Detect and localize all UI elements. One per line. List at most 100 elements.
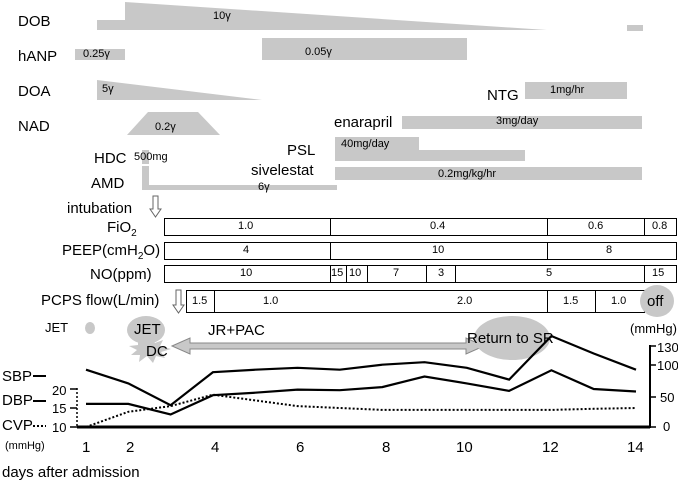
fio2-value: 0.6 — [588, 220, 604, 232]
jr-pac-arrow — [170, 337, 486, 355]
jet-event-bubble — [127, 316, 165, 344]
no-value: 7 — [393, 267, 400, 279]
enalapril-label: enarapril — [334, 114, 393, 131]
nad-label: NAD — [18, 118, 50, 135]
hanp-dose-2: 0.05γ — [305, 46, 332, 58]
doa-dose: 5γ — [102, 83, 114, 95]
no-row — [164, 265, 677, 283]
sbp-label: SBP — [2, 368, 33, 385]
dob-bar-end — [627, 25, 643, 31]
x-tick: 2 — [126, 439, 135, 456]
pcps-value: 1.0 — [611, 295, 627, 307]
right-axis-tick: 0 — [663, 419, 671, 434]
amd-bar — [142, 185, 337, 190]
no-value: 10 — [240, 267, 253, 279]
dob-dose: 10γ — [213, 10, 231, 22]
jr-pac-label: JR+PAC — [208, 322, 265, 339]
fio2-row — [164, 218, 677, 236]
ntg-dose: 1mg/hr — [550, 84, 585, 96]
jet-label-2: JET — [134, 321, 161, 338]
hdc-label: HDC — [94, 150, 127, 167]
x-tick: 12 — [542, 439, 559, 456]
return-sr-bubble — [474, 316, 550, 360]
return-sr-label: Return to SR — [467, 330, 554, 347]
pcps-value: 1.5 — [192, 295, 208, 307]
sbp-line — [85, 334, 637, 407]
amd-label: AMD — [91, 175, 125, 192]
vitals-axes — [33, 345, 656, 429]
peep-label: PEEP(cmH2O) — [62, 242, 161, 262]
peep-row — [164, 242, 677, 260]
dob-bar — [97, 2, 547, 30]
intubation-arrow — [149, 195, 162, 218]
hanp-dose-1: 0.25γ — [83, 48, 110, 60]
ntg-label: NTG — [487, 87, 519, 104]
hanp-bar-2 — [262, 38, 467, 60]
left-axis-tick: 15 — [52, 401, 67, 416]
nad-dose: 0.2γ — [155, 121, 176, 133]
dob-label: DOB — [18, 13, 51, 30]
enalapril-bar — [402, 116, 642, 129]
psl-dose: 40mg/day — [341, 138, 390, 150]
peep-value: 10 — [432, 244, 445, 256]
peep-value: 4 — [243, 244, 250, 256]
enalapril-dose: 3mg/day — [496, 115, 539, 127]
peep-value: 8 — [606, 244, 613, 256]
jet-label-1: JET — [45, 320, 69, 335]
vitals-series — [85, 334, 637, 428]
fio2-label: FiO2 — [107, 219, 137, 239]
dc-label: DC — [146, 343, 168, 360]
x-tick: 8 — [382, 439, 391, 456]
hanp-bar-1 — [75, 49, 125, 60]
cvp-label: CVP — [2, 417, 33, 434]
no-label: NO(ppm) — [90, 266, 152, 283]
psl-bar-tail — [335, 150, 525, 161]
pcps-value: 1.0 — [263, 295, 279, 307]
x-tick: 14 — [627, 439, 644, 456]
right-axis-tick: 100 — [657, 358, 678, 373]
x-tick: 10 — [456, 439, 473, 456]
right-axis-tick: 130 — [657, 340, 678, 355]
no-value: 15 — [652, 267, 665, 279]
right-axis-tick: 50 — [660, 390, 675, 405]
hdc-dose: 500mg — [134, 151, 168, 163]
psl-bar — [335, 137, 419, 153]
no-value: 3 — [438, 267, 445, 279]
sivelestat-label: sivelestat — [251, 162, 314, 179]
dc-starburst — [129, 336, 171, 363]
hanp-label: hANP — [18, 48, 58, 65]
left-axis-tick: 10 — [52, 420, 67, 435]
amd-bar-vertical — [142, 166, 149, 190]
fio2-value: 0.4 — [430, 220, 446, 232]
pcps-value: 1.5 — [563, 295, 579, 307]
x-tick: 1 — [82, 439, 91, 456]
pcps-off-bubble — [640, 285, 674, 317]
left-axis-tick: 20 — [52, 383, 67, 398]
cvp-line — [85, 393, 637, 428]
x-tick: 4 — [211, 439, 220, 456]
no-value: 10 — [349, 267, 362, 279]
x-axis-label: days after admission — [2, 464, 140, 481]
amd-dose: 6γ — [258, 181, 270, 193]
pcps-label: PCPS flow(L/min) — [41, 292, 160, 309]
hdc-bar — [142, 150, 149, 164]
right-axis-unit: (mmHg) — [630, 321, 677, 336]
dbp-line — [86, 369, 637, 416]
left-axis-unit: (mmHg) — [5, 440, 45, 452]
doa-bar — [97, 80, 262, 100]
jet-marker-small — [85, 322, 95, 334]
no-value: 15 — [331, 267, 344, 279]
pcps-off-label: off — [647, 293, 664, 310]
intubation-label: intubation — [67, 200, 133, 217]
ntg-bar — [525, 82, 627, 99]
doa-label: DOA — [18, 83, 51, 100]
dbp-label: DBP — [2, 392, 33, 409]
nad-bar — [127, 112, 220, 135]
sivelestat-bar — [335, 167, 642, 180]
x-tick: 6 — [296, 439, 305, 456]
no-value: 5 — [546, 267, 553, 279]
sivelestat-dose: 0.2mg/kg/hr — [438, 168, 497, 180]
pcps-value: 2.0 — [457, 295, 473, 307]
